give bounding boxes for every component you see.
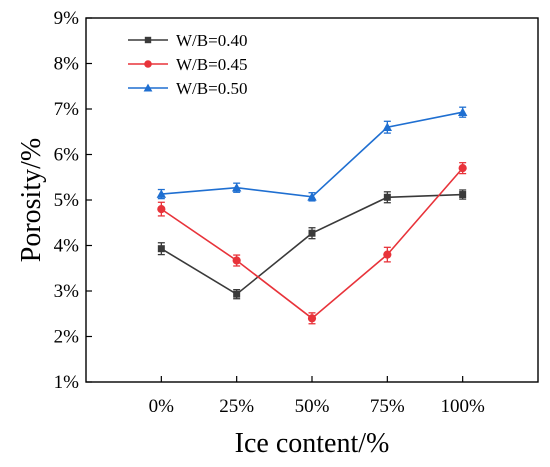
data-point [383, 193, 391, 201]
legend-item: W/B=0.45 [128, 55, 247, 74]
data-point [457, 107, 468, 116]
data-point [232, 256, 241, 265]
y-tick-label: 8% [54, 54, 80, 75]
legend: W/B=0.40 W/B=0.45 W/B=0.50 [128, 31, 247, 98]
data-point [231, 183, 242, 192]
legend-label: W/B=0.45 [176, 55, 247, 74]
y-tick-label: 3% [54, 281, 80, 302]
y-tick-label: 7% [54, 99, 80, 120]
legend-marker [144, 60, 152, 68]
x-tick-label: 75% [370, 396, 405, 417]
y-axis-title: Porosity/% [16, 138, 47, 262]
data-point [308, 229, 316, 237]
series-3 [156, 106, 468, 202]
series-group [156, 106, 468, 325]
data-point [459, 191, 467, 199]
data-point [157, 245, 165, 253]
y-tick-label: 5% [54, 190, 80, 211]
data-point [307, 192, 317, 201]
series-1 [157, 189, 467, 300]
data-point [156, 189, 167, 198]
y-tick-label: 4% [54, 236, 80, 257]
x-tick-label: 25% [219, 396, 254, 417]
data-point [458, 164, 467, 173]
axes: 1% 2% 3% 4% 5% 6% 7% 8% 9% 0% 25% 50% 75% 100% [54, 8, 539, 417]
legend-marker [143, 83, 153, 92]
data-point [233, 290, 241, 298]
x-tick-label: 0% [149, 396, 175, 417]
data-point [157, 205, 166, 214]
legend-item: W/B=0.50 [128, 79, 247, 98]
legend-item: W/B=0.40 [128, 31, 247, 50]
y-tick-label: 9% [54, 8, 80, 29]
x-axis-title: Ice content/% [235, 428, 390, 459]
data-point [383, 250, 392, 259]
legend-marker [144, 36, 152, 44]
x-tick-label: 100% [441, 396, 486, 417]
data-point [307, 314, 317, 323]
data-point [382, 122, 393, 131]
legend-label: W/B=0.50 [176, 79, 247, 98]
series-line [160, 193, 463, 296]
y-tick-label: 1% [54, 372, 80, 393]
series-2 [157, 162, 467, 325]
series-line [161, 111, 463, 198]
legend-label: W/B=0.40 [176, 31, 247, 50]
x-tick-label: 50% [295, 396, 330, 417]
y-tick-label: 2% [54, 327, 80, 348]
y-tick-label: 6% [54, 145, 80, 166]
